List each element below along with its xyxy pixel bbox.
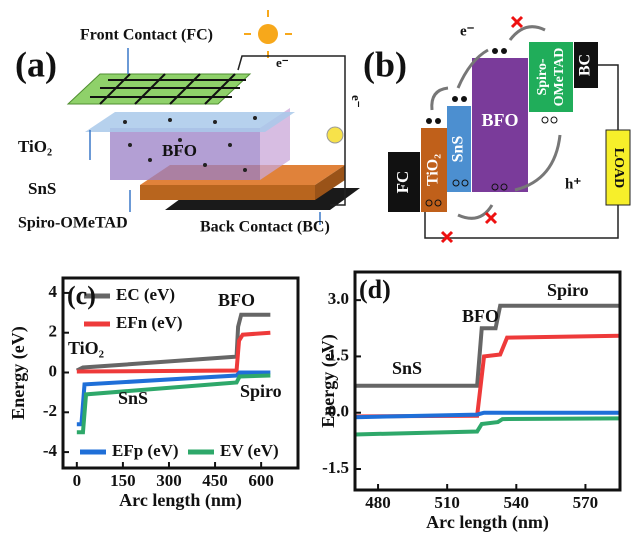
panel-label: (d) <box>359 275 391 304</box>
y-tick-label: -2 <box>43 401 57 420</box>
label: TiO₂ <box>425 154 442 186</box>
x-axis-title: Arc length (nm) <box>426 512 549 533</box>
x-tick-label: 480 <box>365 493 391 512</box>
bulb <box>326 126 344 144</box>
x-axis-title: Arc length (nm) <box>119 490 242 511</box>
y-axis-title: Energy (eV) <box>318 334 339 427</box>
load <box>605 129 631 206</box>
x-tick-label: 300 <box>156 471 182 490</box>
label: BFO <box>481 110 518 130</box>
label: Front Contact (FC) <box>80 27 213 44</box>
annotation: Spiro <box>547 280 589 300</box>
y-tick-label: 4 <box>49 282 58 301</box>
label: e⁻ <box>276 55 289 70</box>
annotation: BFO <box>462 306 499 326</box>
tio2-layer <box>85 112 295 132</box>
data-line <box>76 330 271 374</box>
x-tick-label: 0 <box>73 471 82 490</box>
sns-spiro-front <box>140 185 315 200</box>
label: SnS <box>450 136 467 163</box>
spiro-layer <box>529 42 573 112</box>
blocked-marks <box>440 15 524 244</box>
x-tick-label: 540 <box>504 493 530 512</box>
panel-a: (a) Front Contact (FC) TiO₂ BFO SnS Spir… <box>15 10 364 236</box>
label: h⁺ <box>565 176 581 192</box>
plot-frame <box>61 276 300 470</box>
panel-label: (a) <box>15 44 57 84</box>
bfo-front <box>110 128 260 180</box>
panel-label: (b) <box>363 44 407 84</box>
electrons <box>426 48 507 124</box>
wire <box>598 64 619 130</box>
legend-label: EFn (eV) <box>116 313 183 332</box>
label: OMeTAD <box>552 48 567 107</box>
contact-grid <box>90 73 246 105</box>
panel-b: (b) FC TiO₂ SnS BFO Spiro- OMeTAD BC LOA… <box>363 15 631 244</box>
data-line <box>76 373 271 435</box>
data-line <box>76 370 271 427</box>
annotation: SnS <box>118 388 148 408</box>
x-tick-label: 450 <box>202 471 228 490</box>
bc-layer <box>574 42 598 88</box>
label: TiO₂ <box>18 137 52 156</box>
label: e⁻ <box>460 23 475 39</box>
y-axis-title: Energy (eV) <box>8 326 29 419</box>
arrows <box>430 25 562 220</box>
holes <box>425 116 558 207</box>
annotation: SnS <box>392 358 422 378</box>
bfo-layer <box>472 58 528 192</box>
label: Spiro-OMeTAD <box>18 215 128 232</box>
y-tick-label: -1.5 <box>322 458 349 477</box>
y-tick-label: 2 <box>49 322 58 341</box>
y-tick-label: 0 <box>49 361 58 380</box>
fc-layer <box>388 152 420 212</box>
label: BFO <box>162 141 197 160</box>
x-tick-label: 570 <box>573 493 599 512</box>
label: Spiro- <box>535 58 550 95</box>
data-line <box>355 303 620 388</box>
carriers <box>123 116 257 172</box>
annotation: BFO <box>218 290 255 310</box>
legend-label: EC (eV) <box>116 285 175 304</box>
plot-frame <box>353 270 622 492</box>
wire <box>424 205 619 239</box>
legend-label: EFp (eV) <box>112 441 179 460</box>
x-tick-label: 510 <box>434 493 460 512</box>
tio2-layer <box>421 128 447 212</box>
sns-spiro-side <box>315 165 345 200</box>
y-tick-label: 1.5 <box>328 345 349 364</box>
data-line <box>354 416 621 437</box>
legend-label: EV (eV) <box>220 441 279 460</box>
x-tick-label: 150 <box>110 471 136 490</box>
sun-rays <box>244 10 292 58</box>
label: Back Contact (BC) <box>200 219 330 236</box>
annotation: Spiro <box>240 381 282 401</box>
label: BC <box>577 54 594 76</box>
sns-layer <box>447 106 471 192</box>
annotation: TiO₂ <box>68 338 104 358</box>
y-tick-label: 3.0 <box>328 289 349 308</box>
data-line <box>354 410 620 420</box>
x-tick-label: 600 <box>248 471 274 490</box>
wire <box>237 55 346 206</box>
panel-label: (c) <box>67 281 96 310</box>
label: FC <box>393 171 412 194</box>
label: e⁻ <box>349 95 364 108</box>
sun <box>258 24 278 44</box>
label: LOAD <box>611 148 626 188</box>
label: SnS <box>28 179 56 198</box>
y-tick-label: 0.0 <box>328 402 349 421</box>
y-tick-label: -4 <box>43 441 58 460</box>
